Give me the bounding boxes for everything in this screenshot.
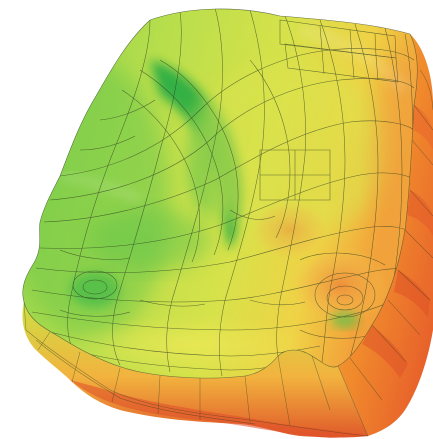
- mesh-wireframe: [22, 8, 433, 437]
- mesh-top-surface: [22, 8, 418, 379]
